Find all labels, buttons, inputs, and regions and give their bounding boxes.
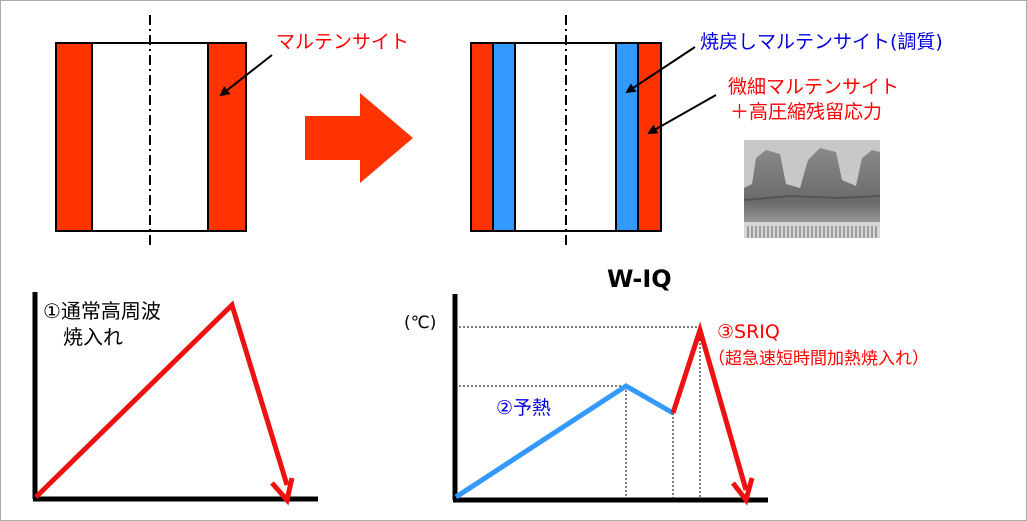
conventional-hardening-label-2: 焼入れ [63,325,123,349]
heating-curve [34,300,290,499]
transition-arrow [305,93,413,183]
martensite-arrow [219,54,273,97]
martensite-layer-left [55,42,93,232]
graph-conventional [32,292,318,506]
gear-photo [743,140,881,238]
cooling-arrowhead [270,477,295,506]
sriq-label: ③SRIQ [717,321,780,343]
martensite-layer-right [207,42,247,232]
tempered-arrow [625,46,696,94]
temperature-unit-label: (℃) [404,313,437,333]
tempered-layer-right [615,42,639,232]
tempered-layer-left [492,42,516,232]
sriq-curve [670,321,749,491]
martensite-label: マルテンサイト [276,31,410,53]
fine-martensite-arrow [647,94,717,134]
compressive-stress-label: ＋高圧縮残留応力 [730,101,883,123]
cross-section-before [55,15,247,247]
wiq-title: W-IQ [607,265,672,293]
conventional-hardening-label-1: ①通常高周波 [43,299,161,323]
guide-lines [455,326,701,499]
graph-wiq [452,294,768,506]
preheat-label: ②予熱 [496,397,552,419]
sriq-sub-label: （超急速短時間加熱焼入れ） [708,349,929,369]
cross-section-after [470,15,662,247]
surface-martensite-left [470,42,494,232]
sriq-arrowhead [731,477,755,506]
surface-martensite-right [637,42,662,232]
fine-martensite-label: 微細マルテンサイト [728,76,900,98]
preheat-curve [454,383,675,500]
tempered-martensite-label: 焼戻しマルテンサイト(調質) [700,31,943,53]
